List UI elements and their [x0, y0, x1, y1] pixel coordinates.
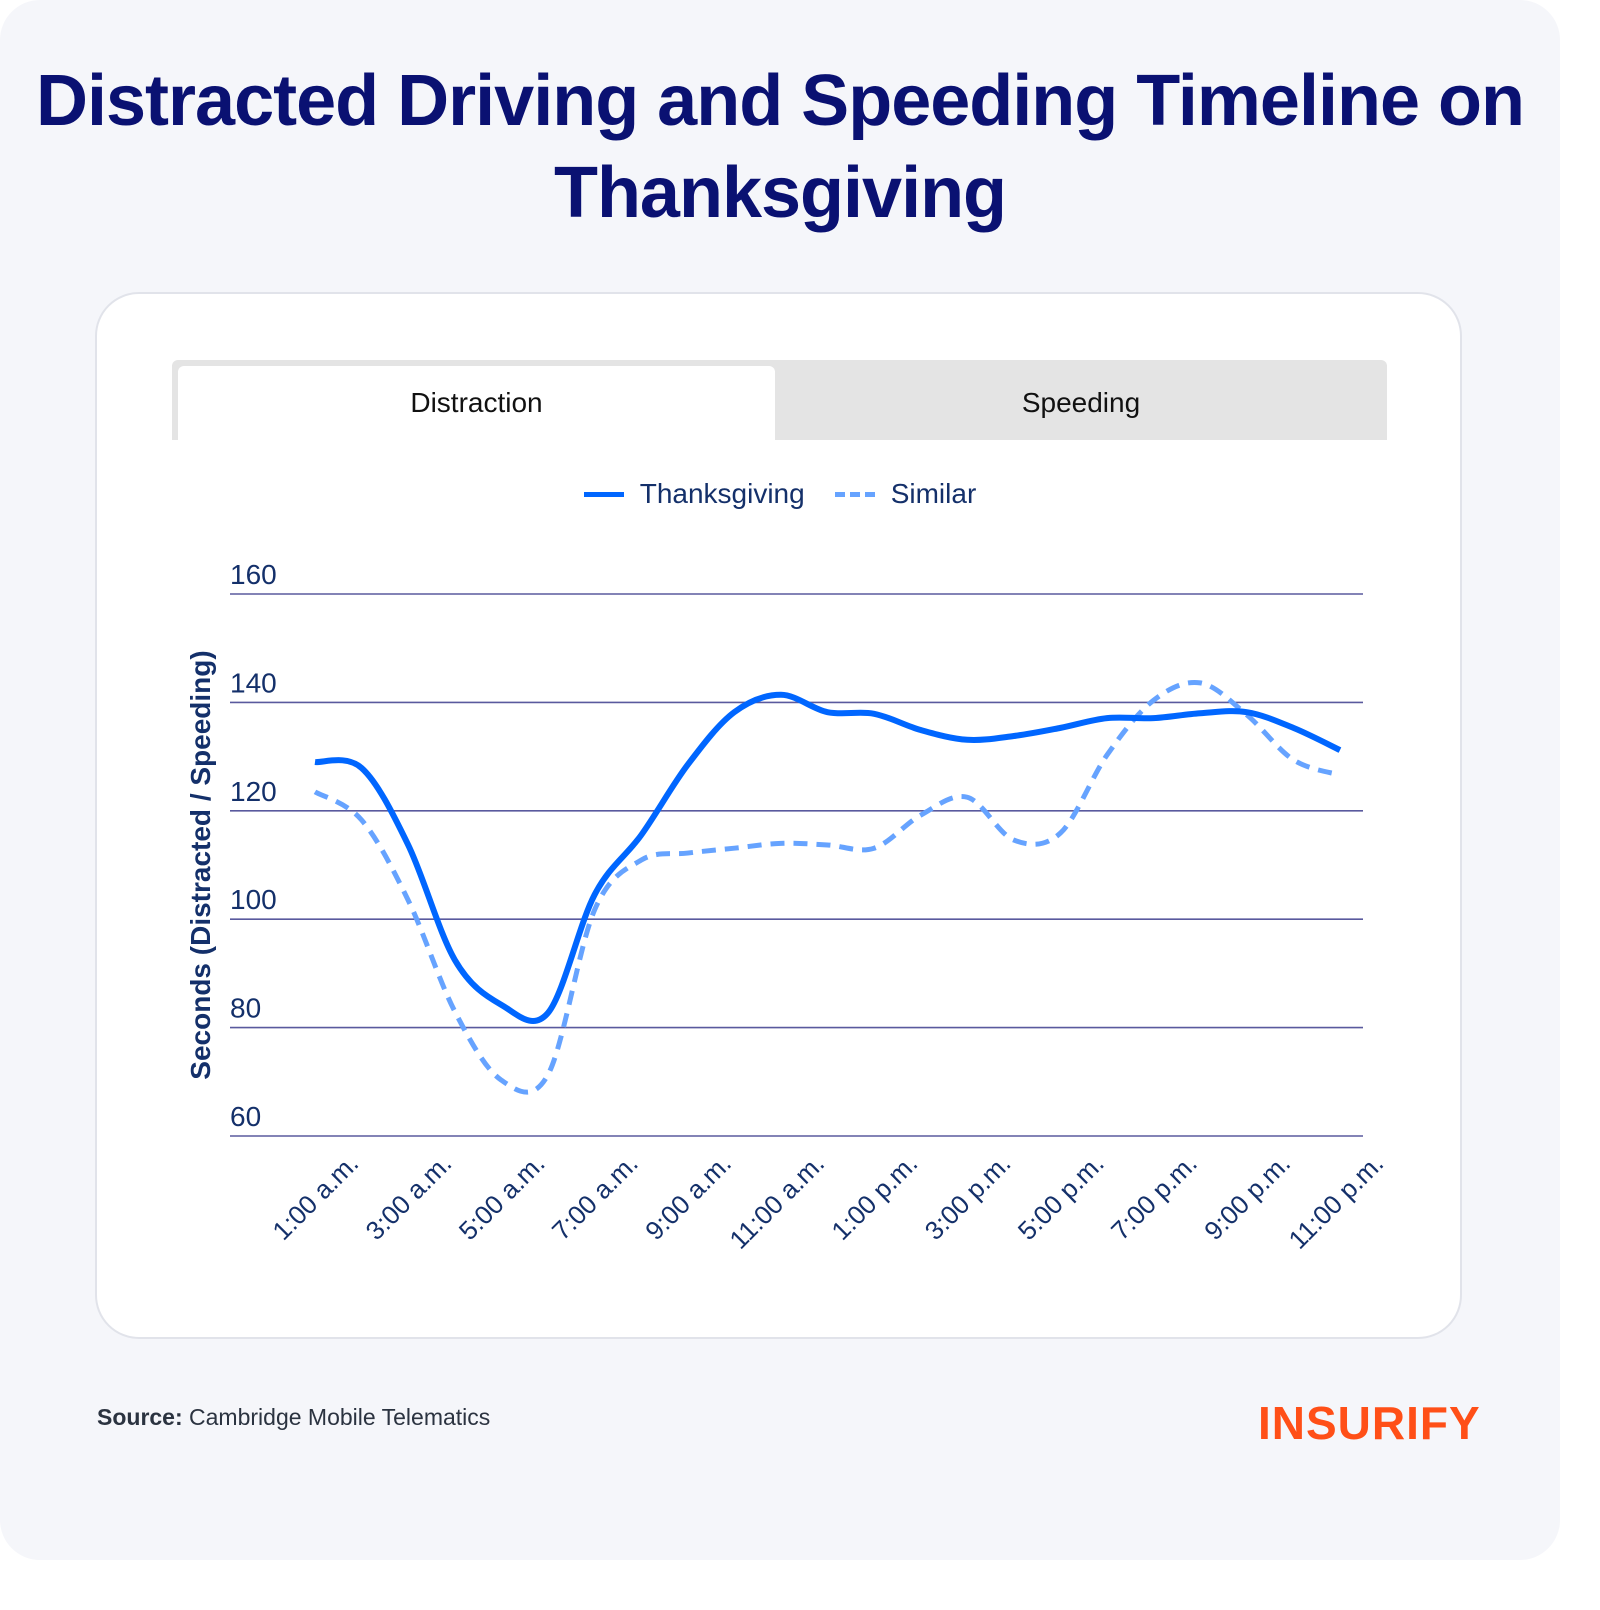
x-tick-label: 1:00 a.m. — [266, 1148, 364, 1246]
x-tick-label: 9:00 p.m. — [1198, 1148, 1296, 1246]
tab-speeding[interactable]: Speeding — [1021, 387, 1141, 418]
x-tick-label: 3:00 a.m. — [360, 1148, 458, 1246]
source-label: Source: — [97, 1404, 183, 1430]
legend-swatch-dashed — [834, 491, 875, 497]
x-tick-label: 5:00 p.m. — [1012, 1148, 1110, 1246]
x-tick-label: 3:00 p.m. — [919, 1148, 1017, 1246]
tab-bar: Distraction Speeding — [172, 360, 1387, 440]
legend-item-thanksgiving[interactable]: Thanksgiving — [583, 478, 805, 510]
source-text: Cambridge Mobile Telematics — [189, 1404, 491, 1430]
infographic-page: Distracted Driving and Speeding Timeline… — [0, 61, 1560, 1449]
x-tick-label: 7:00 p.m. — [1105, 1148, 1203, 1246]
x-tick-label: 9:00 a.m. — [639, 1148, 737, 1246]
y-tick-label: 160 — [230, 559, 277, 590]
chart-card — [95, 292, 1462, 1339]
x-tick-label: 11:00 p.m. — [1283, 1148, 1390, 1255]
chart-legend: Thanksgiving Similar — [0, 478, 1560, 510]
legend-item-similar[interactable]: Similar — [834, 478, 977, 510]
x-tick-label: 11:00 a.m. — [723, 1148, 830, 1255]
legend-label: Similar — [890, 478, 977, 509]
y-tick-label: 140 — [230, 667, 277, 698]
legend-swatch-solid — [583, 491, 624, 497]
x-tick-label: 1:00 p.m. — [825, 1148, 923, 1246]
insurify-logo: INSURIFY — [1258, 1397, 1481, 1449]
series-line-similar — [313, 679, 1341, 1095]
page-title: Distracted Driving and Speeding Timeline… — [36, 61, 1525, 233]
source-note: Source: Cambridge Mobile Telematics — [97, 1404, 490, 1431]
tab-distraction[interactable]: Distraction — [178, 366, 775, 440]
x-tick-label: 5:00 a.m. — [453, 1148, 551, 1246]
y-tick-label: 80 — [230, 993, 261, 1024]
legend-label: Thanksgiving — [639, 478, 805, 509]
x-tick-label: 7:00 a.m. — [546, 1148, 644, 1246]
y-tick-label: 60 — [230, 1101, 261, 1132]
series-line-thanksgiving — [314, 691, 1342, 1024]
y-tick-label: 120 — [230, 776, 277, 807]
y-axis-label: Seconds (Distracted / Speeding) — [185, 650, 216, 1079]
y-tick-label: 100 — [230, 884, 277, 915]
